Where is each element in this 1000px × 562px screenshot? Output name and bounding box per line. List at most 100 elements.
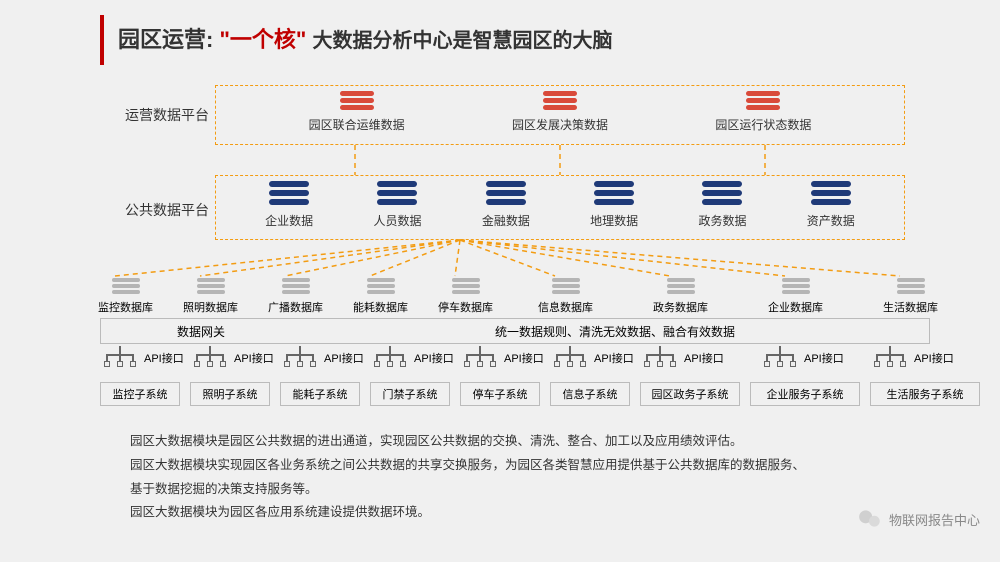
layer2-item-label: 政务数据 [698,212,746,229]
layer3-item-label: 生活数据库 [883,299,938,315]
api-tree-icon [190,346,230,366]
api-tree-icon [640,346,680,366]
desc-line: 基于数据挖掘的决策支持服务等。 [130,478,940,502]
layer3-item: 广播数据库 [268,278,323,315]
layer2-item-label: 金融数据 [482,212,530,229]
layer2-item-label: 地理数据 [590,212,638,229]
subsystem-box: 信息子系统 [550,382,630,406]
layer1-label: 运营数据平台 [125,105,209,125]
api-tree-icon [370,346,410,366]
database-icon [746,91,780,112]
database-icon [811,181,851,208]
layer3-item: 照明数据库 [183,278,238,315]
layer1-item: 园区发展决策数据 [512,91,608,133]
layer1-item-label: 园区运行状态数据 [715,116,811,133]
layer2-item: 人员数据 [373,181,421,229]
api-tree-icon [870,346,910,366]
database-icon [594,181,634,208]
layer3-item: 政务数据库 [653,278,708,315]
layer2-item: 资产数据 [807,181,855,229]
api-tree-icon [760,346,800,366]
layer3-item-label: 政务数据库 [653,299,708,315]
database-icon [543,91,577,112]
desc-line: 园区大数据模块实现园区各业务系统之间公共数据的共享交换服务，为园区各类智慧应用提… [130,454,940,478]
layer2-item: 企业数据 [265,181,313,229]
desc-line: 园区大数据模块是园区公共数据的进出通道，实现园区公共数据的交换、清洗、整合、加工… [130,430,940,454]
layer2-items: 企业数据 人员数据 金融数据 地理数据 政务数据 资产数据 [235,181,885,229]
subsystem-box: 门禁子系统 [370,382,450,406]
api-label: API接口 [234,350,274,366]
database-icon [112,278,140,296]
database-icon [282,278,310,296]
api-label: API接口 [414,350,454,366]
layer1-item-label: 园区发展决策数据 [512,116,608,133]
watermark-text: 物联网报告中心 [889,510,980,529]
api-label: API接口 [594,350,634,366]
api-tree-icon [280,346,320,366]
layer1-items: 园区联合运维数据 园区发展决策数据 园区运行状态数据 [255,91,865,133]
api-label: API接口 [914,350,954,366]
layer2-item: 金融数据 [482,181,530,229]
subsystem-box: 能耗子系统 [280,382,360,406]
title-suffix: 大数据分析中心是智慧园区的大脑 [312,30,612,52]
layer3-item-label: 停车数据库 [438,299,493,315]
api-label: API接口 [144,350,184,366]
subsystem-box: 园区政务子系统 [640,382,740,406]
api-tree-icon [100,346,140,366]
page-title: 园区运营: "一个核" 大数据分析中心是智慧园区的大脑 [118,22,612,54]
layer3-item-label: 照明数据库 [183,299,238,315]
layer2-item-label: 资产数据 [807,212,855,229]
layer3-item: 停车数据库 [438,278,493,315]
api-node: API接口 [640,346,680,366]
api-node: API接口 [370,346,410,366]
layer3-item: 监控数据库 [98,278,153,315]
gateway-left: 数据网关 [101,323,301,340]
wechat-watermark: 物联网报告中心 [857,506,980,532]
subsystem-box: 照明子系统 [190,382,270,406]
title-highlight: "一个核" [219,27,306,52]
api-tree-icon [550,346,590,366]
api-node: API接口 [100,346,140,366]
database-icon [197,278,225,296]
database-icon [452,278,480,296]
layer3-item-label: 能耗数据库 [353,299,408,315]
title-accent-bar [100,15,104,65]
layer1-item-label: 园区联合运维数据 [309,116,405,133]
layer1-item: 园区运行状态数据 [715,91,811,133]
api-node: API接口 [280,346,320,366]
layer2-label: 公共数据平台 [125,200,209,220]
layer3-item: 生活数据库 [883,278,938,315]
database-icon [269,181,309,208]
desc-line: 园区大数据模块为园区各应用系统建设提供数据环境。 [130,501,940,525]
layer3-item-label: 信息数据库 [538,299,593,315]
layer2-item-label: 人员数据 [373,212,421,229]
subsystem-box: 停车子系统 [460,382,540,406]
gateway-box: 数据网关 统一数据规则、清洗无效数据、融合有效数据 [100,318,930,344]
layer3-item-label: 监控数据库 [98,299,153,315]
subsystem-box: 生活服务子系统 [870,382,980,406]
database-icon [486,181,526,208]
database-icon [367,278,395,296]
api-node: API接口 [190,346,230,366]
layer2-item-label: 企业数据 [265,212,313,229]
database-icon [782,278,810,296]
layer3-item: 信息数据库 [538,278,593,315]
database-icon [667,278,695,296]
api-label: API接口 [804,350,844,366]
api-label: API接口 [684,350,724,366]
layer3-item: 能耗数据库 [353,278,408,315]
description: 园区大数据模块是园区公共数据的进出通道，实现园区公共数据的交换、清洗、整合、加工… [130,430,940,525]
database-icon [702,181,742,208]
api-label: API接口 [324,350,364,366]
layer2-item: 政务数据 [698,181,746,229]
api-label: API接口 [504,350,544,366]
layer2-item: 地理数据 [590,181,638,229]
layer1-item: 园区联合运维数据 [309,91,405,133]
database-icon [377,181,417,208]
subsystem-box: 监控子系统 [100,382,180,406]
api-node: API接口 [870,346,910,366]
subsystem-box: 企业服务子系统 [750,382,860,406]
layer3-item-label: 广播数据库 [268,299,323,315]
wechat-icon [857,506,883,532]
database-icon [552,278,580,296]
